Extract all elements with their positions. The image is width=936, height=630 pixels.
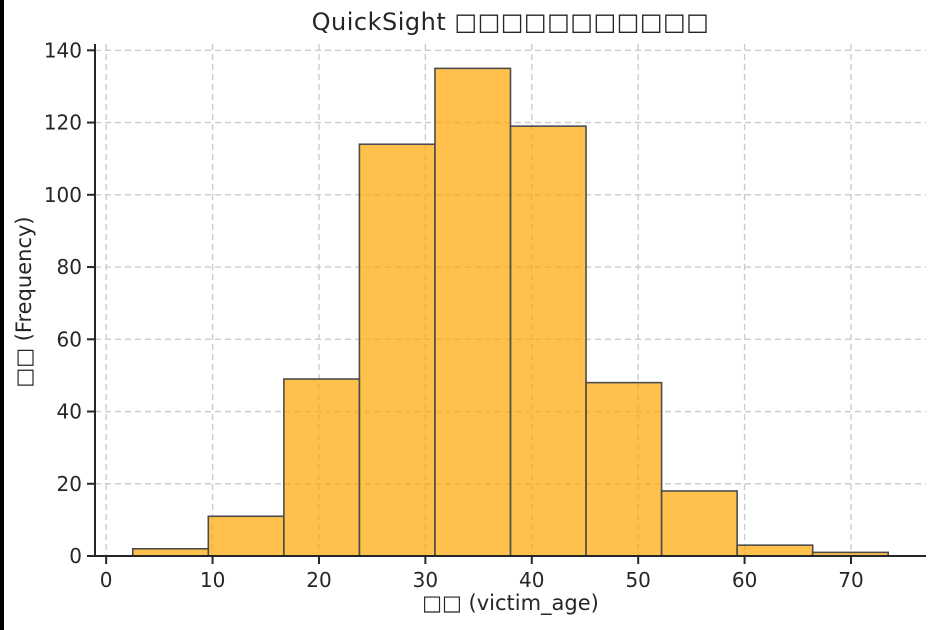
- x-axis-label: □□ (victim_age): [422, 591, 599, 615]
- histogram-bar: [207, 515, 285, 557]
- histogram-bar: [131, 547, 210, 557]
- histogram-bar: [585, 381, 663, 557]
- y-tick-label: 120: [44, 111, 82, 135]
- histogram-bar: [509, 125, 587, 557]
- histogram-bar: [660, 490, 738, 557]
- x-tick-label: 50: [625, 568, 650, 592]
- y-tick-label: 40: [57, 400, 82, 424]
- x-tick-label: 0: [100, 568, 113, 592]
- histogram-bar: [358, 143, 436, 557]
- histogram-bar: [736, 544, 814, 557]
- histogram-bar: [283, 378, 361, 557]
- y-tick-label: 20: [57, 472, 82, 496]
- y-tick-label: 0: [69, 544, 82, 568]
- x-tick-label: 70: [838, 568, 863, 592]
- histogram-bar: [434, 67, 512, 557]
- chart-title: QuickSight □□□□□□□□□□□: [311, 8, 710, 36]
- y-axis-label: □□ (Frequency): [12, 216, 36, 388]
- window-left-border: [0, 0, 4, 630]
- x-tick-label: 20: [306, 568, 331, 592]
- x-tick-label: 10: [200, 568, 225, 592]
- y-tick-label: 100: [44, 183, 82, 207]
- y-tick-label: 60: [57, 327, 82, 351]
- x-tick-label: 40: [519, 568, 544, 592]
- y-tick-label: 140: [44, 38, 82, 62]
- x-tick-label: 60: [732, 568, 757, 592]
- y-tick-label: 80: [57, 255, 82, 279]
- x-tick-label: 30: [413, 568, 438, 592]
